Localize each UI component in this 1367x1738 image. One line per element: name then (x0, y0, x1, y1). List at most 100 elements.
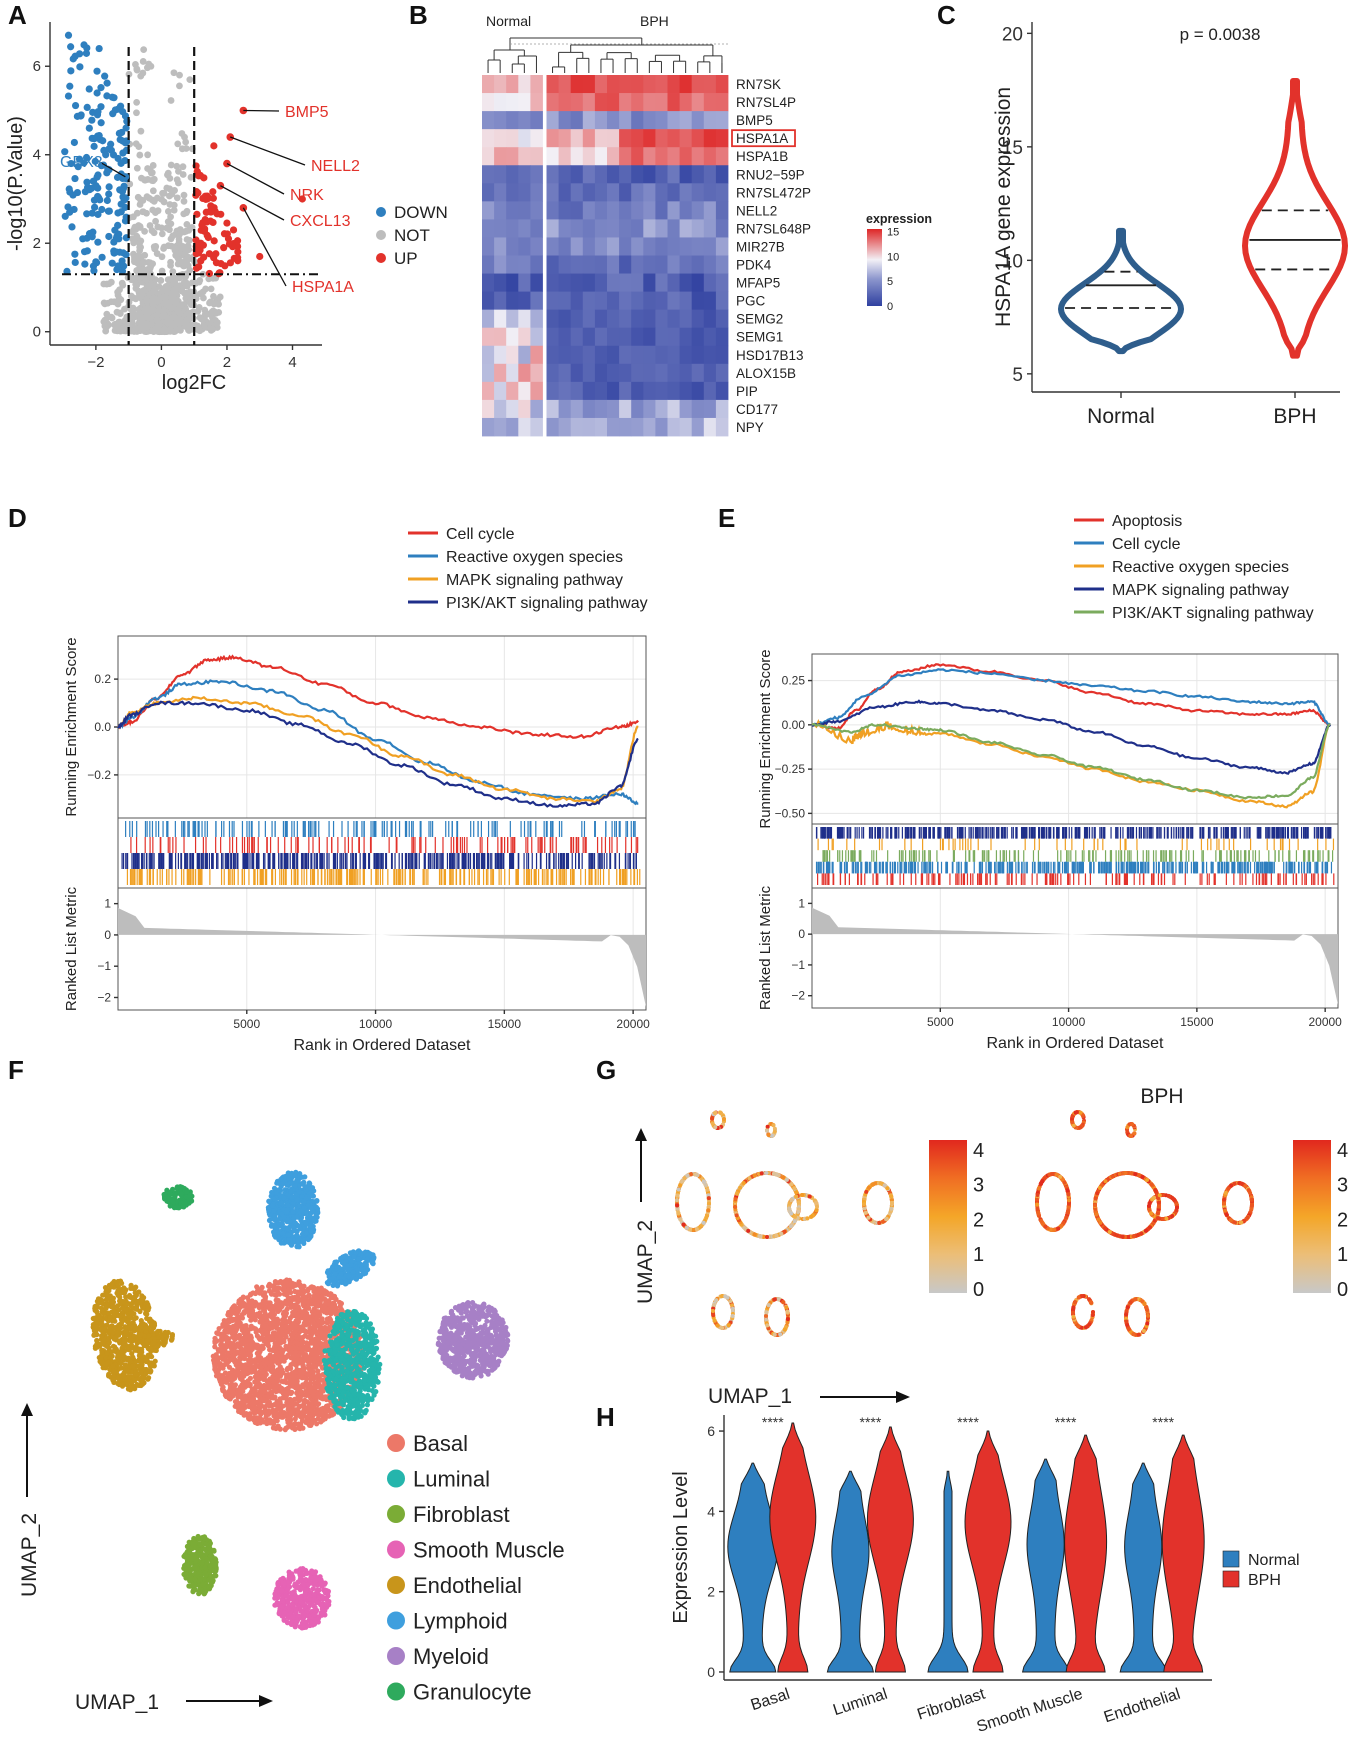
not-point (184, 208, 191, 215)
not-point (164, 314, 171, 321)
heatmap-cell (668, 328, 681, 346)
heatmap-cell (680, 274, 693, 292)
not-point (121, 306, 128, 313)
heatmap-cell (494, 346, 507, 364)
not-point (176, 239, 183, 246)
ranked-area (118, 908, 646, 1007)
not-point (167, 259, 174, 266)
gene-row-label: RN7SK (736, 77, 781, 92)
heatmap-cell (530, 219, 543, 237)
gene-row-label: RNU2−59P (736, 167, 805, 182)
down-point (111, 227, 118, 234)
not-point (161, 199, 168, 206)
gene-row-label: MIR27B (736, 239, 785, 254)
gene-row-label: CD177 (736, 402, 778, 417)
heatmap-cell (595, 165, 608, 183)
heatmap-cell (619, 111, 632, 129)
heatmap-cell (643, 237, 656, 255)
not-point (212, 309, 219, 316)
heatmap-cell (668, 400, 681, 418)
heatmap-cell (494, 111, 507, 129)
es-line (812, 669, 1330, 726)
heatmap-cell (631, 111, 644, 129)
not-point (142, 276, 149, 283)
heatmap-cell (547, 418, 560, 436)
heatmap-cell (518, 93, 531, 111)
heatmap-cell (704, 328, 717, 346)
heatmap-cell (643, 147, 656, 165)
not-point (140, 58, 147, 65)
heatmap-cell (668, 237, 681, 255)
heatmap-cell (547, 382, 560, 400)
legend-label: Cell cycle (446, 526, 515, 543)
heatmap-cell (631, 292, 644, 310)
heatmap-cell (518, 364, 531, 382)
not-point (142, 177, 149, 184)
down-point (115, 235, 122, 242)
heatmap-cell (583, 237, 596, 255)
not-point (176, 82, 183, 89)
not-point (154, 224, 161, 231)
heatmap-cell (547, 201, 560, 219)
legend-label: PI3K/AKT signaling pathway (1112, 605, 1314, 622)
heatmap-cell (704, 400, 717, 418)
heatmap-cell (619, 219, 632, 237)
heatmap-cell (668, 292, 681, 310)
heatmap-cell (643, 364, 656, 382)
not-point (139, 70, 146, 77)
heatmap-cell (716, 382, 729, 400)
cell-point (134, 1306, 139, 1311)
heatmap-cell (494, 256, 507, 274)
heatmap-cell (547, 364, 560, 382)
heatmap-cell (692, 256, 705, 274)
gene-row-label: RN7SL648P (736, 221, 811, 236)
not-point (165, 170, 172, 177)
heatmap-cell (643, 274, 656, 292)
heatmap-cell (494, 75, 507, 93)
up-point (197, 257, 204, 264)
legend-label: Reactive oxygen species (446, 549, 623, 566)
heatmap-cell (680, 165, 693, 183)
heatmap-cell (680, 75, 693, 93)
heatmap-cell (619, 129, 632, 147)
heatmap-cell (559, 165, 572, 183)
gene-row-label: RN7SL4P (736, 95, 796, 110)
not-point (184, 283, 191, 290)
down-point (88, 117, 95, 124)
umap-clusters: UMAP_2UMAP_1BasalLuminalFibroblastSmooth… (18, 1170, 565, 1714)
down-point (102, 151, 109, 158)
heatmap-cell (607, 274, 620, 292)
not-point (215, 300, 222, 307)
x-tick-label: 2 (223, 354, 231, 371)
heatmap-cell (530, 256, 543, 274)
heatmap-cell (655, 292, 668, 310)
heatmap-cell (595, 93, 608, 111)
heatmap-cell (704, 75, 717, 93)
y-tick-label: −1 (791, 958, 805, 972)
heatmap-cell (680, 328, 693, 346)
heatmap-cell (506, 346, 519, 364)
not-point (152, 243, 159, 250)
x-axis-title: Rank in Ordered Dataset (987, 1035, 1165, 1052)
heatmap-cell (530, 400, 543, 418)
heatmap-cell (643, 93, 656, 111)
heatmap-cell (530, 310, 543, 328)
heatmap-cell (547, 93, 560, 111)
heatmap-cell (704, 147, 717, 165)
heatmap-cell (631, 310, 644, 328)
heatmap-cell (547, 111, 560, 129)
down-point (91, 143, 98, 150)
legend-label-up: UP (394, 249, 418, 268)
up-point (207, 208, 214, 215)
heatmap-cell (619, 382, 632, 400)
heatmap-cell (595, 111, 608, 129)
heatmap-cell (631, 129, 644, 147)
y-tick-label: −0.50 (775, 806, 806, 820)
heatmap-cell (607, 183, 620, 201)
y-axis-title: -log10(P.Value) (5, 116, 27, 251)
heatmap-cell (518, 346, 531, 364)
not-point (133, 140, 140, 147)
heatmap-cell (559, 111, 572, 129)
heatmap-cell (547, 328, 560, 346)
down-point (65, 32, 72, 39)
